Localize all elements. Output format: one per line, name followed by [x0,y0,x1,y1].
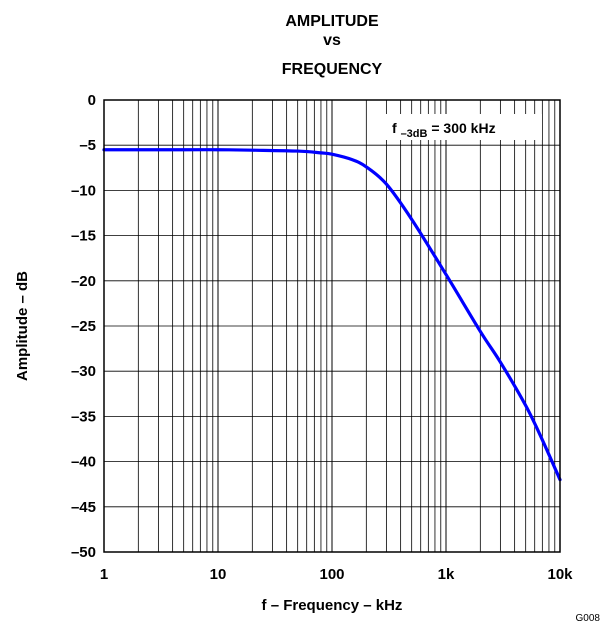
x-tick-label: 1 [100,566,108,583]
y-tick-label: –25 [71,318,96,335]
annotation-box [382,114,542,140]
chart-title-line-2: vs [323,32,341,49]
y-axis-label: Amplitude – dB [14,271,31,381]
grid [104,100,560,552]
annotation-main: f [392,120,397,136]
chart-title-line-1: AMPLITUDE [285,13,379,30]
x-axis-label: f – Frequency – kHz [262,597,403,614]
series-layer [102,148,562,482]
plot-frame [103,99,561,553]
y-tick-label: 0 [88,92,96,109]
chart-title-line-3: FREQUENCY [282,61,383,78]
x-tick-labels: 1 10 100 1k 10k [100,566,573,583]
y-tick-label: –50 [71,544,96,561]
y-tick-label: –45 [71,499,96,516]
x-tick-label: 10 [210,566,227,583]
y-tick-label: –35 [71,408,96,425]
x-tick-label: 100 [319,566,344,583]
y-tick-label: –5 [79,137,96,154]
y-tick-labels: 0 –5 –10 –15 –20 –25 –30 –35 –40 –45 –50 [71,92,96,561]
y-tick-label: –15 [71,228,96,245]
x-tick-label: 10k [547,566,573,583]
annotation-rest: = 300 kHz [431,120,495,136]
annotation-subscript: –3dB [401,128,428,140]
y-tick-label: –20 [71,273,96,290]
y-tick-label: –40 [71,454,96,471]
figure-id: G008 [576,613,601,624]
amplitude-series-line [102,148,562,482]
y-tick-label: –10 [71,182,96,199]
y-tick-label: –30 [71,363,96,380]
cutoff-annotation: f –3dB = 300 kHz [392,120,496,140]
x-tick-label: 1k [438,566,455,583]
